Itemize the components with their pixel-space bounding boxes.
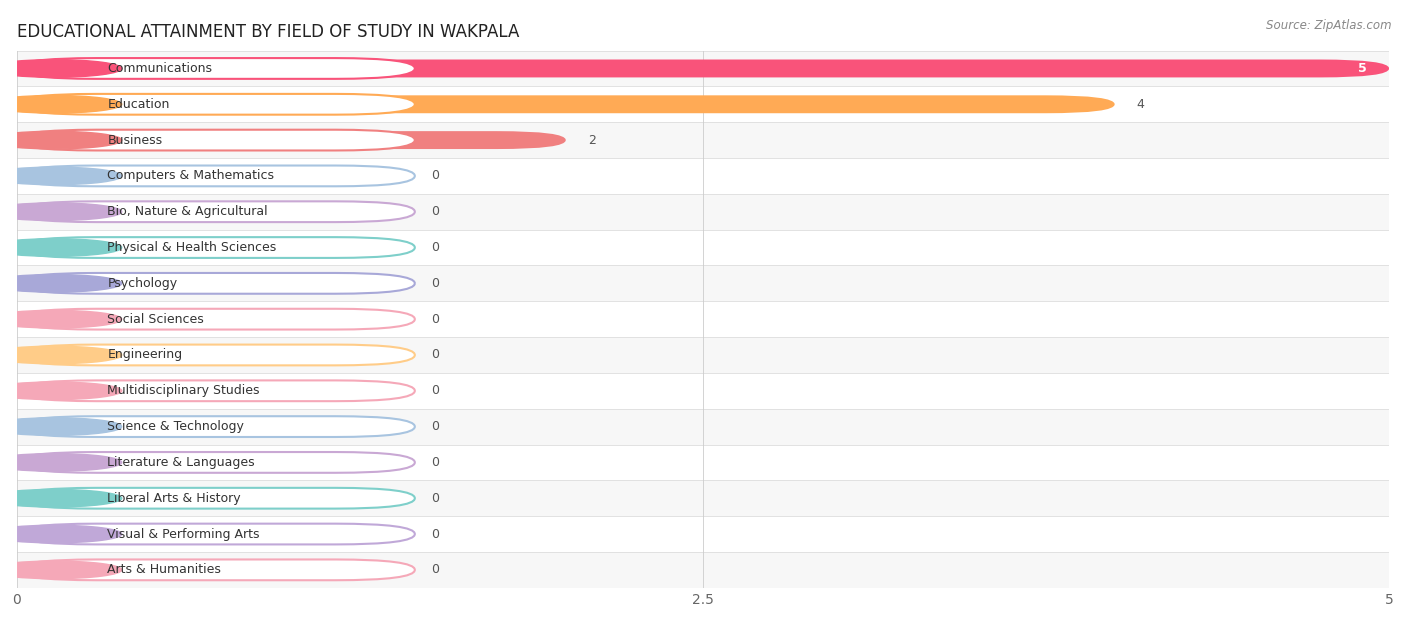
Circle shape — [0, 274, 122, 292]
Text: 0: 0 — [432, 241, 439, 254]
Bar — [17, 122, 1389, 158]
Circle shape — [0, 418, 122, 435]
FancyBboxPatch shape — [17, 416, 415, 437]
Text: 0: 0 — [432, 456, 439, 469]
Bar — [17, 552, 1389, 588]
FancyBboxPatch shape — [17, 94, 415, 114]
Text: 0: 0 — [432, 277, 439, 290]
Bar — [17, 409, 1389, 444]
Circle shape — [0, 131, 122, 149]
FancyBboxPatch shape — [17, 524, 415, 544]
Text: 0: 0 — [432, 313, 439, 325]
FancyBboxPatch shape — [17, 130, 415, 150]
Circle shape — [0, 561, 122, 579]
Circle shape — [0, 310, 122, 328]
Text: 4: 4 — [1136, 98, 1144, 111]
Text: Social Sciences: Social Sciences — [107, 313, 204, 325]
Text: Source: ZipAtlas.com: Source: ZipAtlas.com — [1267, 19, 1392, 32]
Text: Communications: Communications — [107, 62, 212, 75]
Text: Visual & Performing Arts: Visual & Performing Arts — [107, 528, 260, 540]
Text: 2: 2 — [588, 133, 596, 147]
Text: 0: 0 — [432, 348, 439, 362]
FancyBboxPatch shape — [17, 559, 415, 580]
Text: Psychology: Psychology — [107, 277, 177, 290]
Text: 0: 0 — [432, 384, 439, 398]
Bar — [17, 158, 1389, 194]
Text: Multidisciplinary Studies: Multidisciplinary Studies — [107, 384, 260, 398]
FancyBboxPatch shape — [17, 344, 415, 365]
Bar — [17, 194, 1389, 229]
FancyBboxPatch shape — [17, 166, 415, 186]
FancyBboxPatch shape — [17, 452, 415, 473]
Bar — [17, 516, 1389, 552]
Circle shape — [0, 239, 122, 257]
Circle shape — [0, 59, 122, 77]
Bar — [17, 373, 1389, 409]
FancyBboxPatch shape — [17, 380, 415, 401]
Circle shape — [0, 167, 122, 185]
Text: Education: Education — [107, 98, 170, 111]
Bar — [17, 444, 1389, 480]
FancyBboxPatch shape — [17, 309, 415, 329]
Circle shape — [0, 454, 122, 471]
Text: 0: 0 — [432, 492, 439, 505]
FancyBboxPatch shape — [17, 488, 415, 509]
Text: Liberal Arts & History: Liberal Arts & History — [107, 492, 240, 505]
FancyBboxPatch shape — [17, 131, 565, 149]
Text: 0: 0 — [432, 563, 439, 576]
FancyBboxPatch shape — [17, 273, 415, 294]
Circle shape — [0, 489, 122, 507]
Text: Business: Business — [107, 133, 163, 147]
Text: 0: 0 — [432, 420, 439, 433]
Text: Science & Technology: Science & Technology — [107, 420, 245, 433]
Text: Computers & Mathematics: Computers & Mathematics — [107, 169, 274, 183]
Bar — [17, 480, 1389, 516]
Text: 5: 5 — [1358, 62, 1367, 75]
Text: 0: 0 — [432, 205, 439, 218]
Text: 0: 0 — [432, 169, 439, 183]
FancyBboxPatch shape — [17, 59, 1389, 78]
Bar — [17, 229, 1389, 265]
Circle shape — [0, 203, 122, 221]
Circle shape — [0, 525, 122, 543]
Text: Engineering: Engineering — [107, 348, 183, 362]
Text: Literature & Languages: Literature & Languages — [107, 456, 254, 469]
Bar — [17, 301, 1389, 337]
FancyBboxPatch shape — [17, 95, 1115, 113]
Text: 0: 0 — [432, 528, 439, 540]
Bar — [17, 51, 1389, 87]
Bar — [17, 337, 1389, 373]
Bar — [17, 87, 1389, 122]
FancyBboxPatch shape — [17, 202, 415, 222]
Text: EDUCATIONAL ATTAINMENT BY FIELD OF STUDY IN WAKPALA: EDUCATIONAL ATTAINMENT BY FIELD OF STUDY… — [17, 23, 519, 40]
FancyBboxPatch shape — [17, 237, 415, 258]
Text: Physical & Health Sciences: Physical & Health Sciences — [107, 241, 277, 254]
Circle shape — [0, 346, 122, 364]
Text: Arts & Humanities: Arts & Humanities — [107, 563, 221, 576]
Circle shape — [0, 382, 122, 399]
Text: Bio, Nature & Agricultural: Bio, Nature & Agricultural — [107, 205, 269, 218]
Circle shape — [0, 95, 122, 113]
FancyBboxPatch shape — [17, 58, 415, 79]
Bar — [17, 265, 1389, 301]
